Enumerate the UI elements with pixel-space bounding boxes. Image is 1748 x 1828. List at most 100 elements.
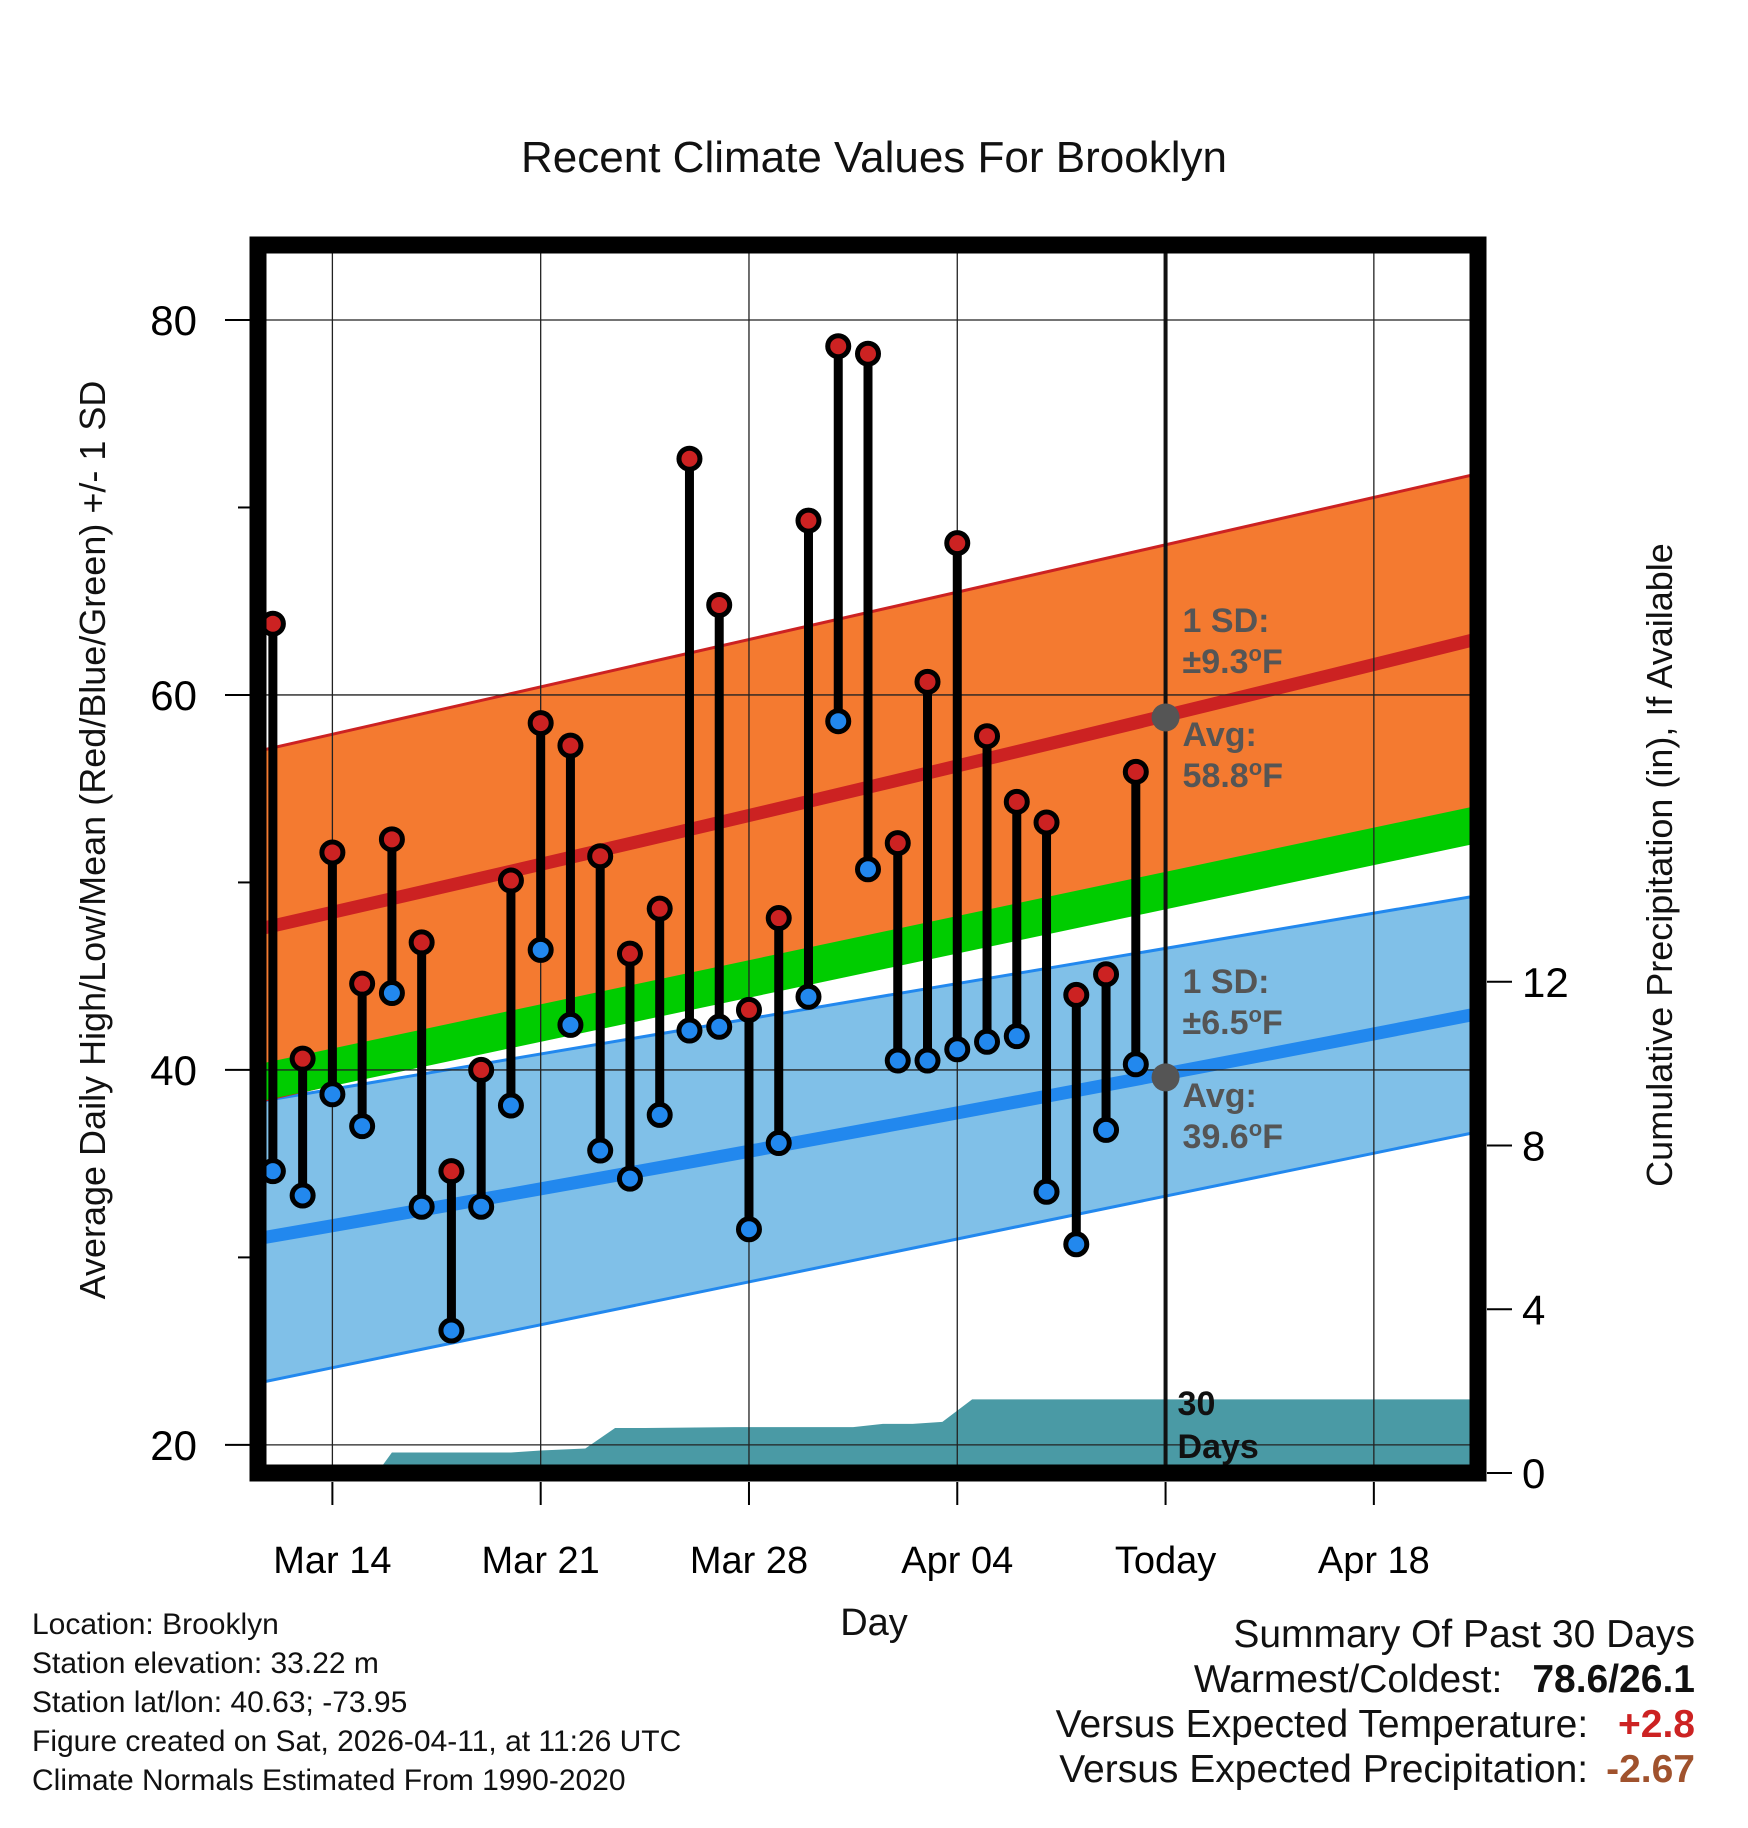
daily-low-point	[378, 980, 405, 1007]
latlon-text: Station lat/lon: 40.63; -73.95	[32, 1686, 408, 1719]
daily-high-point	[408, 929, 435, 956]
today-low-avg-marker	[1151, 1063, 1180, 1092]
plot-area	[258, 245, 1478, 1473]
x-tick-label: Apr 04	[901, 1540, 1013, 1582]
daily-high-point	[646, 895, 673, 922]
daily-high-point	[944, 530, 971, 557]
daily-high-point	[1033, 809, 1060, 836]
daily-high-point	[914, 668, 941, 695]
y-tick-label: 20	[150, 1422, 197, 1469]
daily-high-point	[289, 1045, 316, 1072]
daily-low-point	[795, 983, 822, 1010]
low-normal-band-lower-edge	[258, 1130, 1478, 1385]
precip-label: Versus Expected Precipitation:	[1059, 1748, 1589, 1791]
y-tick-label: 40	[150, 1047, 197, 1094]
y2-tick-label: 8	[1522, 1123, 1545, 1170]
daily-low-point	[706, 1013, 733, 1040]
daily-high-point	[1063, 981, 1090, 1008]
low-normal-band-upper-edge	[258, 894, 1478, 1104]
daily-low-point	[349, 1113, 376, 1140]
summary-panel: Summary Of Past 30 Days Warmest/Coldest:…	[1056, 1612, 1695, 1792]
daily-high-point	[765, 905, 792, 932]
daily-low-point	[557, 1011, 584, 1038]
y-tick-label: 80	[150, 297, 197, 344]
daily-high-point	[378, 826, 405, 853]
daily-low-point	[855, 856, 881, 883]
daily-high-point	[884, 830, 911, 857]
plot-frame	[249, 236, 1487, 1482]
daily-high-point	[557, 732, 584, 759]
warm-cold-label: Warmest/Coldest:	[1193, 1658, 1503, 1701]
daily-low-point	[438, 1317, 465, 1344]
daily-high-point	[349, 970, 376, 997]
low-sd-value: ±6.5oF	[1183, 1002, 1283, 1042]
daily-high-point	[735, 996, 762, 1023]
station-info: Location: Brooklyn Station elevation: 33…	[32, 1605, 681, 1800]
y-tick-label: 60	[150, 672, 197, 719]
x-tick-label: Mar 14	[273, 1540, 391, 1582]
daily-low-point	[319, 1081, 346, 1108]
today-high-avg-marker	[1151, 703, 1180, 732]
daily-low-point	[884, 1047, 911, 1074]
created-text: Figure created on Sat, 2026-04-11, at 11…	[32, 1725, 682, 1758]
daily-low-point	[825, 708, 852, 735]
daily-low-point	[914, 1047, 941, 1074]
daily-low-point	[1122, 1051, 1149, 1078]
daily-low-point	[1003, 1023, 1030, 1050]
daily-high-point	[1093, 961, 1120, 988]
precip-area	[258, 1399, 1478, 1473]
daily-low-point	[1093, 1116, 1120, 1143]
normals-text: Climate Normals Estimated From 1990-2020	[32, 1764, 626, 1797]
daily-high-point	[319, 839, 346, 866]
daily-high-point	[706, 591, 733, 618]
daily-low-point	[1033, 1178, 1060, 1205]
high-sd-label: 1 SD:	[1183, 602, 1270, 640]
daily-low-point	[616, 1165, 643, 1192]
daily-low-point	[646, 1101, 673, 1128]
daily-high-point	[1122, 758, 1149, 785]
warm-cold-value: 78.6/26.1	[1532, 1658, 1695, 1701]
y-axis-label: Average Daily High/Low/Mean (Red/Blue/Gr…	[72, 381, 113, 1300]
daily-low-point	[527, 936, 554, 963]
low-normal-line	[258, 1007, 1478, 1246]
y2-tick-label: 0	[1522, 1450, 1545, 1497]
precip-value: -2.67	[1606, 1748, 1695, 1791]
daily-low-point	[676, 1017, 703, 1044]
daily-low-point	[735, 1216, 762, 1243]
daily-high-point	[974, 723, 1001, 750]
low-avg-value: 39.6oF	[1183, 1116, 1283, 1156]
daily-high-point	[1003, 788, 1030, 815]
x-axis-label: Day	[840, 1602, 908, 1644]
daily-high-point	[795, 507, 822, 534]
temp-value: +2.8	[1618, 1703, 1695, 1746]
high-sd-value: ±9.3oF	[1183, 641, 1283, 681]
daily-low-point	[497, 1092, 524, 1119]
daily-high-point	[497, 867, 524, 894]
summary-temp: Versus Expected Temperature: +2.8	[1056, 1702, 1695, 1747]
x-tick-label: Apr 18	[1318, 1540, 1430, 1582]
daily-high-point	[616, 940, 643, 967]
daily-high-point	[527, 710, 554, 737]
daily-low-point	[944, 1036, 971, 1063]
daily-high-point	[438, 1158, 465, 1185]
precip-days-count: 30	[1178, 1385, 1216, 1423]
daily-high-point	[587, 843, 614, 870]
daily-high-point	[855, 340, 881, 367]
x-tick-label: Mar 28	[690, 1540, 808, 1582]
precip-days-label: Days	[1178, 1428, 1259, 1466]
daily-high-point	[676, 445, 703, 472]
chart-title: Recent Climate Values For Brooklyn	[521, 133, 1227, 182]
location-text: Location: Brooklyn	[32, 1608, 279, 1641]
elevation-text: Station elevation: 33.22 m	[32, 1647, 379, 1680]
high-avg-label: Avg:	[1183, 716, 1257, 754]
summary-precip: Versus Expected Precipitation: -2.67	[1056, 1747, 1695, 1792]
y2-tick-label: 12	[1522, 959, 1569, 1006]
summary-title: Summary Of Past 30 Days	[1233, 1613, 1695, 1656]
daily-high-point	[468, 1056, 495, 1083]
temp-label: Versus Expected Temperature:	[1055, 1703, 1589, 1746]
daily-low-point	[587, 1137, 614, 1164]
high-avg-value: 58.8oF	[1183, 755, 1283, 795]
daily-low-point	[408, 1193, 435, 1220]
daily-low-point	[468, 1193, 495, 1220]
